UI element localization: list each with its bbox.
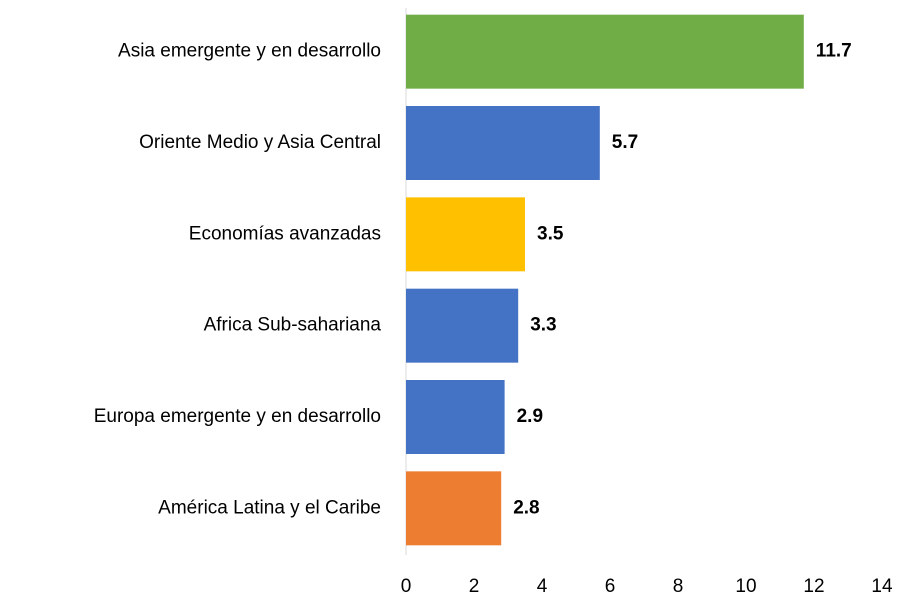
- y-tick-label: Oriente Medio y Asia Central: [139, 132, 381, 153]
- value-label: 2.9: [517, 406, 543, 427]
- value-label: 3.3: [530, 315, 556, 336]
- x-tick-label: 6: [605, 576, 616, 597]
- bar: [406, 197, 525, 272]
- y-tick-label: Economías avanzadas: [189, 223, 381, 244]
- bar: [406, 471, 502, 546]
- bar: [406, 14, 804, 89]
- x-tick-label: 10: [735, 576, 756, 597]
- value-label: 5.7: [612, 132, 638, 153]
- y-tick-label: Africa Sub-sahariana: [204, 315, 382, 336]
- x-tick-label: 8: [673, 576, 684, 597]
- x-tick-label: 2: [469, 576, 480, 597]
- x-tick-label: 0: [401, 576, 412, 597]
- y-tick-label: América Latina y el Caribe: [158, 497, 381, 518]
- y-tick-label: Asia emergente y en desarrollo: [118, 41, 381, 62]
- y-tick-label: Europa emergente y en desarrollo: [94, 406, 381, 427]
- x-tick-label: 4: [537, 576, 548, 597]
- x-tick-label: 12: [803, 576, 824, 597]
- bar: [406, 288, 519, 363]
- value-label: 11.7: [816, 41, 852, 62]
- bar: [406, 106, 600, 180]
- x-tick-label: 14: [871, 576, 893, 597]
- bar: [406, 380, 505, 454]
- value-label: 2.8: [513, 497, 539, 518]
- value-label: 3.5: [537, 223, 564, 244]
